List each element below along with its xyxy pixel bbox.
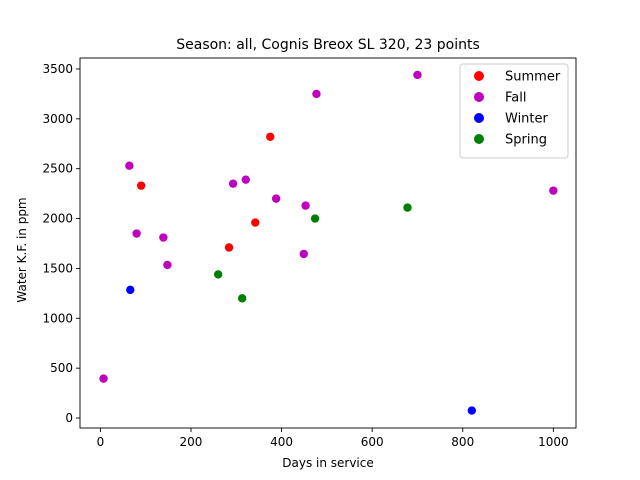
legend-marker-winter (474, 113, 484, 123)
data-point-fall-4 (163, 260, 172, 270)
x-tick-label-600: 600 (361, 435, 384, 449)
y-tick-label-500: 500 (50, 361, 73, 375)
data-point-fall-11 (413, 70, 422, 80)
data-point-spring-3 (403, 203, 412, 212)
chart-title: Season: all, Cognis Breox SL 320, 23 poi… (176, 37, 480, 53)
data-point-summer-2 (251, 218, 260, 227)
data-point-fall-9 (301, 201, 310, 210)
x-tick-label-1000: 1000 (538, 435, 569, 449)
data-point-winter-0 (126, 285, 135, 295)
legend: Summer Fall Winter Spring (459, 63, 569, 159)
axes: 0 200 400 600 800 1000 0 500 1000 1500 2000 2500 300… (42, 57, 577, 449)
data-point-fall-0 (99, 374, 108, 383)
data-point-fall-7 (271, 194, 281, 203)
data-point-spring-2 (310, 214, 320, 223)
data-point-fall-12 (549, 186, 558, 195)
data-point-summer-0 (136, 181, 146, 190)
data-point-fall-6 (241, 175, 250, 184)
data-point-fall-10 (312, 89, 321, 99)
data-point-fall-2 (132, 229, 141, 238)
plot-area (99, 70, 558, 415)
legend-marker-fall (474, 92, 484, 102)
axes-frame (79, 57, 577, 429)
data-point-spring-0 (213, 270, 223, 279)
legend-marker-summer (474, 71, 484, 81)
data-point-fall-1 (125, 161, 134, 170)
data-point-summer-3 (266, 132, 275, 141)
y-axis-label: Water K.F. in ppm (15, 197, 29, 302)
legend-label-spring: Spring (505, 133, 547, 148)
legend-label-summer: Summer (505, 70, 561, 85)
y-tick-label-1500: 1500 (42, 261, 73, 275)
legend-marker-spring (474, 134, 484, 144)
data-point-summer-1 (224, 243, 234, 252)
data-point-fall-5 (228, 179, 238, 188)
data-point-spring-1 (237, 294, 247, 303)
y-tick-label-3000: 3000 (42, 112, 73, 126)
x-tick-label-800: 800 (451, 435, 474, 449)
x-tick-label-200: 200 (180, 435, 203, 449)
y-tick-label-0: 0 (65, 411, 73, 425)
x-axis-label: Days in service (282, 456, 374, 470)
data-point-winter-1 (467, 406, 477, 415)
y-tick-label-1000: 1000 (42, 311, 73, 325)
x-tick-label-0: 0 (97, 435, 105, 449)
legend-label-winter: Winter (505, 112, 549, 127)
data-point-fall-3 (159, 233, 168, 242)
y-tick-label-3500: 3500 (42, 62, 73, 76)
legend-label-fall: Fall (505, 91, 526, 106)
y-tick-label-2500: 2500 (42, 162, 73, 176)
x-tick-label-400: 400 (270, 435, 293, 449)
y-tick-label-2000: 2000 (42, 212, 73, 226)
data-point-fall-8 (299, 249, 308, 259)
legend-box (459, 63, 569, 159)
